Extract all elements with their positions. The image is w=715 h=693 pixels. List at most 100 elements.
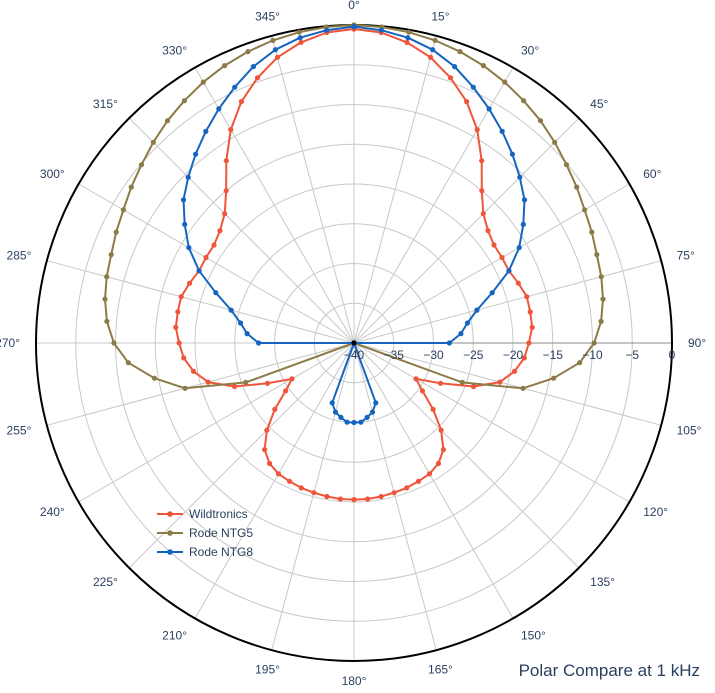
data-point xyxy=(470,84,476,90)
data-point xyxy=(275,471,282,477)
series-layer xyxy=(102,22,606,503)
data-point xyxy=(113,229,119,235)
data-point xyxy=(289,376,295,382)
data-point xyxy=(435,460,441,467)
data-point xyxy=(203,254,209,261)
data-point xyxy=(415,478,422,484)
data-point xyxy=(515,280,522,286)
data-point xyxy=(589,229,595,235)
data-point xyxy=(437,380,444,386)
data-point xyxy=(479,158,485,164)
data-point xyxy=(517,174,523,180)
data-point xyxy=(404,39,410,46)
data-point xyxy=(104,318,110,324)
data-point xyxy=(529,324,535,330)
legend-item[interactable]: Wildtronics xyxy=(157,507,248,521)
polar-center xyxy=(351,340,357,346)
data-point xyxy=(480,211,486,217)
data-point xyxy=(464,99,470,105)
data-point xyxy=(243,379,249,385)
legend-label: Wildtronics xyxy=(189,507,248,521)
data-point xyxy=(452,64,458,70)
data-point xyxy=(537,118,544,124)
data-point xyxy=(520,385,526,391)
data-point xyxy=(489,290,495,296)
data-point xyxy=(222,211,228,217)
data-point xyxy=(405,35,411,41)
data-point xyxy=(344,419,350,425)
data-point xyxy=(205,379,211,385)
data-point xyxy=(298,485,304,491)
data-point xyxy=(470,383,477,390)
angular-tick-label: 345° xyxy=(255,10,280,24)
data-point xyxy=(311,490,317,496)
legend-swatch-marker xyxy=(167,530,173,536)
legend[interactable]: Wildtronics Rode NTG5 Rode NTG8 xyxy=(157,507,253,559)
data-point xyxy=(474,307,480,313)
data-point xyxy=(203,128,209,134)
data-point xyxy=(521,355,527,361)
data-point xyxy=(474,127,480,133)
data-point xyxy=(499,254,505,261)
data-point xyxy=(406,29,412,35)
data-point xyxy=(104,274,110,280)
angular-tick-label: 315° xyxy=(93,97,118,111)
data-point xyxy=(182,221,188,227)
angular-tick-label: 330° xyxy=(162,43,187,57)
angular-tick-label: 225° xyxy=(93,575,118,589)
data-point xyxy=(286,478,293,484)
data-point xyxy=(598,318,604,324)
legend-item[interactable]: Rode NTG8 xyxy=(157,545,253,559)
data-point xyxy=(464,320,471,326)
data-point xyxy=(296,29,302,35)
data-point xyxy=(332,409,339,415)
angular-tick-label: 270° xyxy=(0,336,20,350)
data-point xyxy=(459,379,465,385)
data-point xyxy=(591,340,597,346)
data-point xyxy=(457,49,463,55)
data-point xyxy=(150,139,156,145)
data-point xyxy=(111,340,117,346)
legend-swatch-marker xyxy=(167,549,173,555)
data-point xyxy=(373,400,379,406)
data-point xyxy=(138,162,145,168)
data-point xyxy=(264,380,271,386)
data-point xyxy=(173,324,179,330)
data-point xyxy=(458,331,464,337)
data-point xyxy=(499,128,505,134)
data-point xyxy=(238,99,244,105)
data-point xyxy=(297,35,303,41)
data-point xyxy=(186,245,192,251)
data-point xyxy=(125,360,131,366)
data-point xyxy=(391,490,397,496)
data-point xyxy=(211,242,217,248)
legend-item[interactable]: Rode NTG5 xyxy=(157,526,253,540)
data-point xyxy=(404,485,410,491)
radial-tick-label: −30 xyxy=(423,348,444,362)
angular-tick-label: 195° xyxy=(255,662,280,676)
data-point xyxy=(200,79,206,85)
data-point xyxy=(502,79,508,85)
data-point xyxy=(120,207,126,213)
data-point xyxy=(351,24,357,30)
data-point xyxy=(256,340,262,346)
data-point xyxy=(365,496,371,502)
data-point xyxy=(516,245,522,251)
angular-tick-label: 285° xyxy=(7,249,32,263)
data-point xyxy=(479,188,485,194)
angular-tick-label: 120° xyxy=(643,505,668,519)
data-point xyxy=(267,460,273,467)
data-point xyxy=(426,471,433,477)
angular-tick-label: 90° xyxy=(688,336,706,350)
data-point xyxy=(228,127,234,133)
data-point xyxy=(497,379,503,385)
angular-tick-label: 150° xyxy=(521,629,546,643)
radial-tick-label: −20 xyxy=(503,348,524,362)
data-point xyxy=(413,376,419,382)
data-point xyxy=(520,221,526,227)
data-point xyxy=(213,290,219,296)
data-point xyxy=(244,331,250,337)
